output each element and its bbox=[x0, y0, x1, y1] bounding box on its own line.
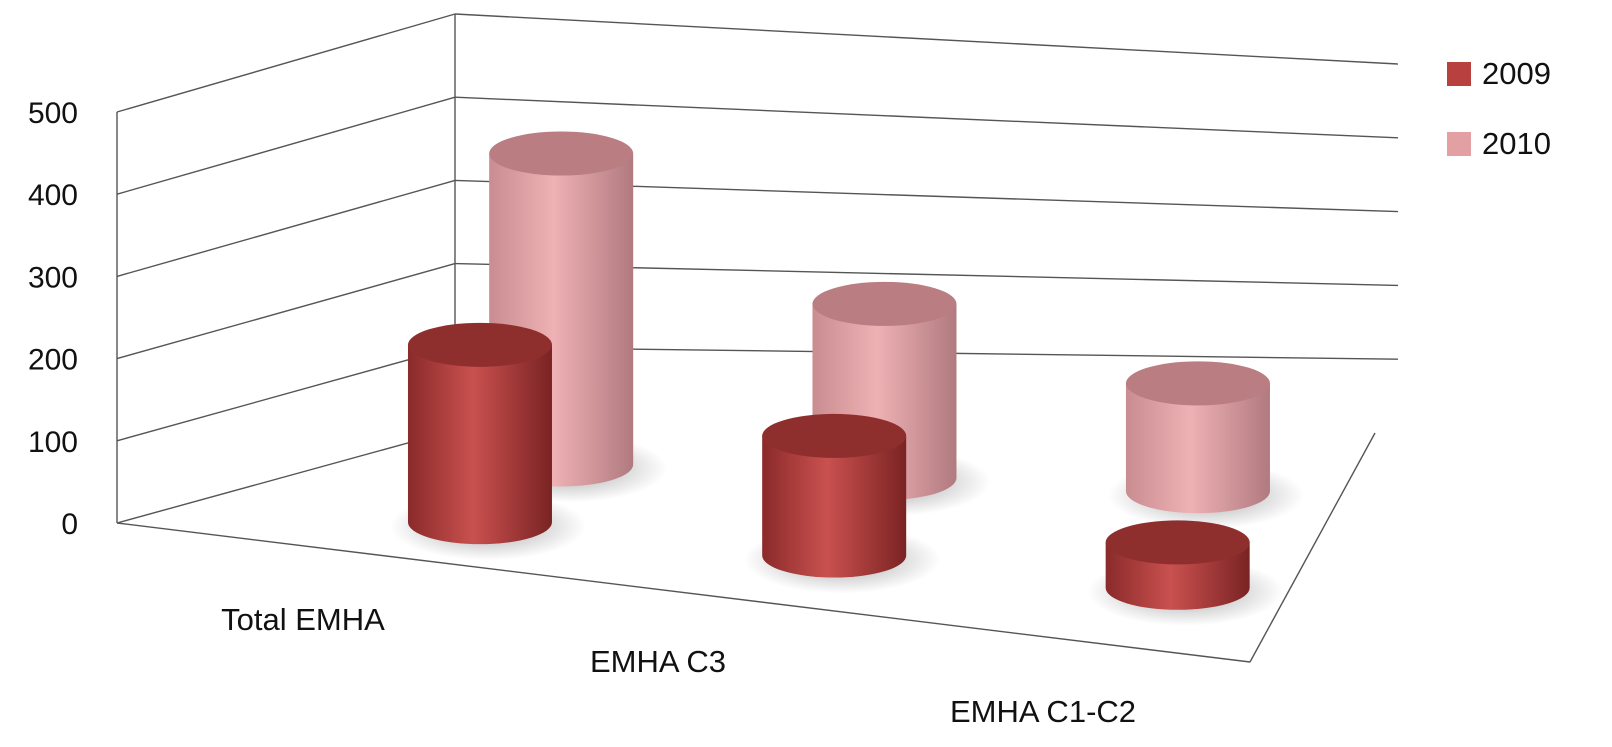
category-labels: Total EMHA EMHA C3 EMHA C1-C2 bbox=[221, 602, 1136, 729]
bar-top bbox=[407, 322, 552, 367]
y-tick-label: 100 bbox=[28, 426, 78, 459]
floor-front-edge bbox=[116, 522, 1251, 663]
gridline-left-200 bbox=[116, 262, 456, 360]
x-category-label: EMHA C1-C2 bbox=[950, 694, 1136, 729]
bar-body bbox=[1125, 383, 1270, 514]
legend: 2009 2010 bbox=[1447, 56, 1551, 161]
bar-top bbox=[1105, 520, 1250, 565]
gridline-left-0 bbox=[116, 429, 456, 524]
gridline-left-400 bbox=[116, 96, 456, 195]
bar-2009-1 bbox=[744, 413, 941, 594]
x-category-label: EMHA C3 bbox=[590, 644, 726, 679]
bar-body bbox=[407, 344, 552, 545]
legend-swatch-2010 bbox=[1447, 132, 1471, 156]
bar-body bbox=[762, 435, 907, 578]
bar-area bbox=[389, 131, 1304, 626]
bar-2010-2 bbox=[1107, 361, 1304, 530]
y-tick-label: 0 bbox=[61, 508, 78, 541]
gridline-back-400 bbox=[454, 96, 1399, 139]
y-tick-label: 200 bbox=[28, 344, 78, 377]
x-category-label: Total EMHA bbox=[221, 602, 385, 637]
gridline-left-500 bbox=[116, 13, 456, 113]
legend-swatch-2009 bbox=[1447, 62, 1471, 86]
bar-top bbox=[489, 131, 634, 176]
legend-label: 2009 bbox=[1482, 56, 1551, 91]
bar-top bbox=[1125, 361, 1270, 406]
y-tick-label: 300 bbox=[28, 261, 78, 294]
floor-right-edge bbox=[1249, 432, 1376, 663]
y-axis-ticks: 0 100 200 300 400 500 bbox=[28, 97, 78, 541]
bar-2009-0 bbox=[389, 322, 586, 561]
bar-top bbox=[812, 281, 957, 326]
legend-label: 2010 bbox=[1482, 126, 1551, 161]
gridline-left-100 bbox=[116, 346, 456, 442]
y-tick-label: 500 bbox=[28, 97, 78, 130]
bar-2009-2 bbox=[1087, 520, 1284, 626]
gridline-back-500 bbox=[454, 13, 1399, 65]
gridline-left-300 bbox=[116, 179, 456, 278]
bar-top bbox=[762, 413, 907, 458]
y-tick-label: 400 bbox=[28, 179, 78, 212]
